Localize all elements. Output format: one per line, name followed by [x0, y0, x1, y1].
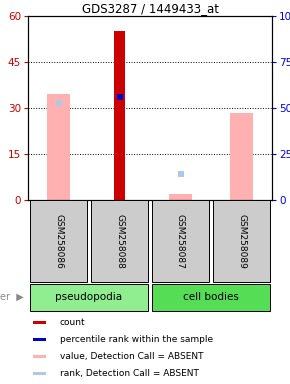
Bar — [33, 355, 46, 358]
Bar — [152, 283, 270, 311]
Bar — [33, 372, 46, 375]
Bar — [33, 338, 46, 341]
Text: rank, Detection Call = ABSENT: rank, Detection Call = ABSENT — [60, 369, 199, 378]
Bar — [30, 200, 87, 282]
Bar — [230, 113, 253, 200]
Text: percentile rank within the sample: percentile rank within the sample — [60, 335, 213, 344]
Bar — [47, 94, 70, 200]
Text: count: count — [60, 318, 85, 327]
Text: other  ▶: other ▶ — [0, 292, 24, 302]
Text: GSM258088: GSM258088 — [115, 214, 124, 268]
Text: value, Detection Call = ABSENT: value, Detection Call = ABSENT — [60, 352, 203, 361]
Text: cell bodies: cell bodies — [183, 292, 239, 302]
Bar — [91, 200, 148, 282]
Text: pseudopodia: pseudopodia — [55, 292, 123, 302]
Bar — [152, 200, 209, 282]
Bar — [114, 31, 125, 200]
Bar — [30, 283, 148, 311]
Bar — [33, 321, 46, 324]
Text: GSM258086: GSM258086 — [54, 214, 63, 268]
Text: GSM258089: GSM258089 — [237, 214, 246, 268]
Title: GDS3287 / 1449433_at: GDS3287 / 1449433_at — [81, 2, 218, 15]
Text: GSM258087: GSM258087 — [176, 214, 185, 268]
Bar — [169, 194, 192, 200]
Bar — [213, 200, 270, 282]
